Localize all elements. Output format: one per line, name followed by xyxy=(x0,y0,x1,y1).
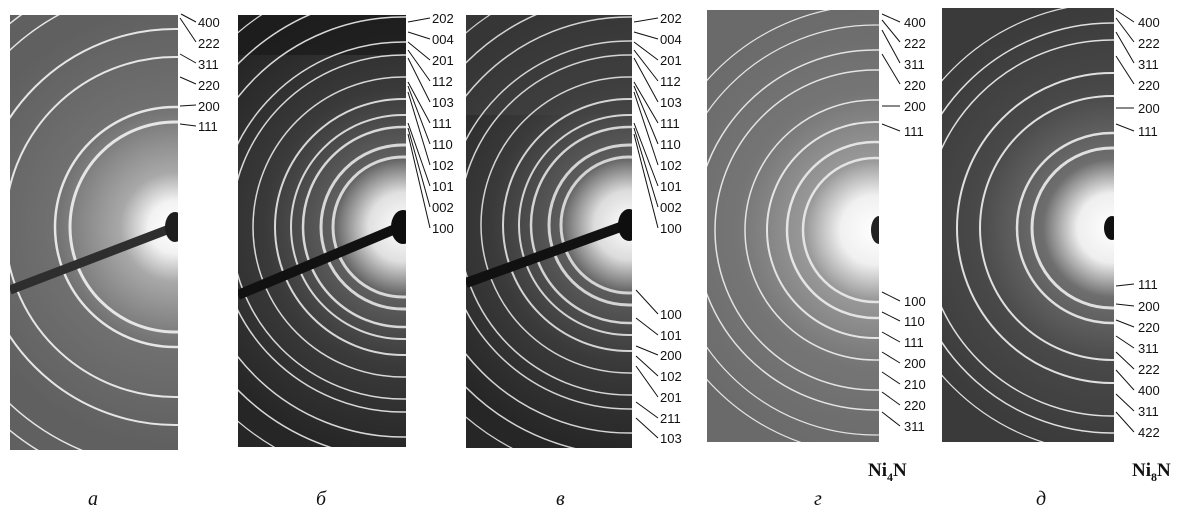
miller-index-label: 200 xyxy=(660,348,682,363)
miller-index-label: 400 xyxy=(1138,383,1160,398)
miller-index-label: 311 xyxy=(904,419,925,434)
miller-index-label: 220 xyxy=(904,398,926,413)
panel-caption-g: г xyxy=(814,488,822,510)
miller-index-label: 004 xyxy=(432,32,454,47)
miller-index-label: 202 xyxy=(432,11,454,26)
miller-index-label: 004 xyxy=(660,32,682,47)
miller-index-label: 200 xyxy=(198,99,220,114)
miller-index-label: 400 xyxy=(904,15,926,30)
miller-index-label: 101 xyxy=(432,179,454,194)
miller-index-label: 222 xyxy=(1138,362,1160,377)
miller-index-label: 110 xyxy=(904,314,925,329)
miller-index-label: 102 xyxy=(432,158,454,173)
miller-index-label: 102 xyxy=(660,369,682,384)
miller-index-label: 220 xyxy=(198,78,220,93)
ring-pattern-a xyxy=(10,15,178,450)
miller-index-label: 202 xyxy=(660,11,682,26)
miller-index-label: 311 xyxy=(1138,57,1159,72)
miller-index-label: 100 xyxy=(432,221,454,236)
miller-index-label: 111 xyxy=(660,116,680,131)
ring-pattern-v xyxy=(466,15,632,448)
miller-index-label: 201 xyxy=(660,53,682,68)
miller-index-label: 210 xyxy=(904,377,926,392)
miller-index-label: 220 xyxy=(904,78,926,93)
diffraction-pattern-g xyxy=(707,10,879,442)
ring-pattern-g xyxy=(707,10,879,442)
ring-pattern-b xyxy=(238,15,406,447)
miller-index-label: 110 xyxy=(660,137,681,152)
miller-index-label: 103 xyxy=(660,95,682,110)
miller-index-label: 100 xyxy=(660,307,682,322)
miller-index-label: 311 xyxy=(1138,404,1159,419)
phase-label-ni4n: Ni4N xyxy=(868,460,907,484)
panel-caption-a: а xyxy=(88,488,98,510)
miller-index-label: 112 xyxy=(660,74,681,89)
miller-index-label: 200 xyxy=(904,99,926,114)
miller-index-label: 111 xyxy=(1138,124,1158,139)
miller-index-label: 222 xyxy=(904,36,926,51)
diffraction-pattern-b xyxy=(238,15,406,447)
miller-index-label: 002 xyxy=(660,200,682,215)
miller-index-label: 422 xyxy=(1138,425,1160,440)
miller-index-label: 112 xyxy=(432,74,453,89)
miller-index-label: 200 xyxy=(1138,101,1160,116)
miller-index-label: 311 xyxy=(198,57,219,72)
ring-pattern-d xyxy=(942,8,1114,442)
miller-index-label: 220 xyxy=(1138,78,1160,93)
miller-index-label: 102 xyxy=(660,158,682,173)
miller-index-label: 100 xyxy=(660,221,682,236)
miller-index-label: 220 xyxy=(1138,320,1160,335)
miller-index-label: 103 xyxy=(432,95,454,110)
miller-index-label: 400 xyxy=(1138,15,1160,30)
panel-caption-b: б xyxy=(316,488,327,510)
miller-index-label: 100 xyxy=(904,294,926,309)
miller-index-label: 111 xyxy=(198,119,218,134)
miller-index-label: 110 xyxy=(432,137,453,152)
miller-index-label: 111 xyxy=(1138,277,1158,292)
phase-label-ni8n: Ni8N xyxy=(1132,460,1171,484)
miller-index-label: 211 xyxy=(660,411,681,426)
miller-index-label: 201 xyxy=(660,390,682,405)
miller-index-label: 111 xyxy=(904,335,924,350)
diffraction-pattern-v xyxy=(466,15,632,448)
miller-index-label: 222 xyxy=(198,36,220,51)
panel-caption-v: в xyxy=(556,488,565,510)
diffraction-pattern-a xyxy=(10,15,178,450)
diffraction-pattern-d xyxy=(942,8,1114,442)
miller-index-label: 111 xyxy=(432,116,452,131)
miller-index-label: 400 xyxy=(198,15,220,30)
miller-index-label: 111 xyxy=(904,124,924,139)
miller-index-label: 200 xyxy=(1138,299,1160,314)
miller-index-label: 103 xyxy=(660,431,682,446)
miller-index-label: 002 xyxy=(432,200,454,215)
miller-index-label: 200 xyxy=(904,356,926,371)
miller-index-label: 101 xyxy=(660,179,682,194)
miller-index-label: 311 xyxy=(1138,341,1159,356)
miller-index-label: 101 xyxy=(660,328,682,343)
panel-caption-d: д xyxy=(1036,488,1047,510)
miller-index-label: 222 xyxy=(1138,36,1160,51)
miller-index-label: 311 xyxy=(904,57,925,72)
miller-index-label: 201 xyxy=(432,53,454,68)
